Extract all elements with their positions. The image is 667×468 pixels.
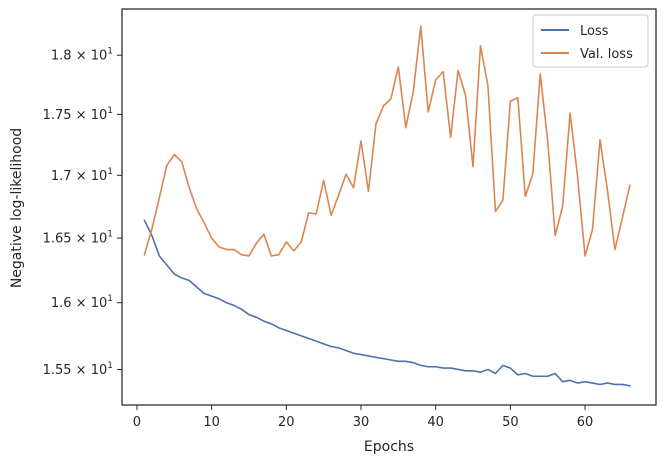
x-tick-label: 40: [427, 415, 444, 430]
y-tick-label: 1.7 × 101: [51, 167, 113, 184]
legend: Loss Val. loss: [532, 14, 649, 68]
y-tick-label: 1.75 × 101: [43, 106, 113, 123]
x-tick-label: 60: [577, 415, 594, 430]
x-tick-label: 10: [203, 415, 220, 430]
axes-frame: [121, 8, 657, 406]
x-tick-label: 50: [502, 415, 519, 430]
y-tick-label: 1.65 × 101: [43, 230, 113, 247]
y-tick-label: 1.55 × 101: [43, 361, 113, 378]
x-axis-label: Epochs: [364, 439, 414, 455]
x-tick-label: 0: [133, 415, 141, 430]
y-tick-label: 1.6 × 101: [51, 294, 113, 311]
series-line-val-loss: [143, 25, 631, 257]
y-tick-label: 1.8 × 101: [51, 47, 113, 64]
series-line-loss: [143, 219, 631, 387]
plot-area: [143, 25, 631, 387]
axes-ticks: 0 10 20 30 40 50 60 1.55 × 101 1.6 × 101 1.65 × 1…: [43, 8, 657, 430]
y-axis-label: Negative log-likelihood: [9, 128, 25, 288]
legend-label-loss: Loss: [580, 24, 609, 39]
legend-label-val-loss: Val. loss: [580, 47, 633, 62]
x-tick-label: 30: [353, 415, 370, 430]
x-tick-label: 20: [278, 415, 295, 430]
